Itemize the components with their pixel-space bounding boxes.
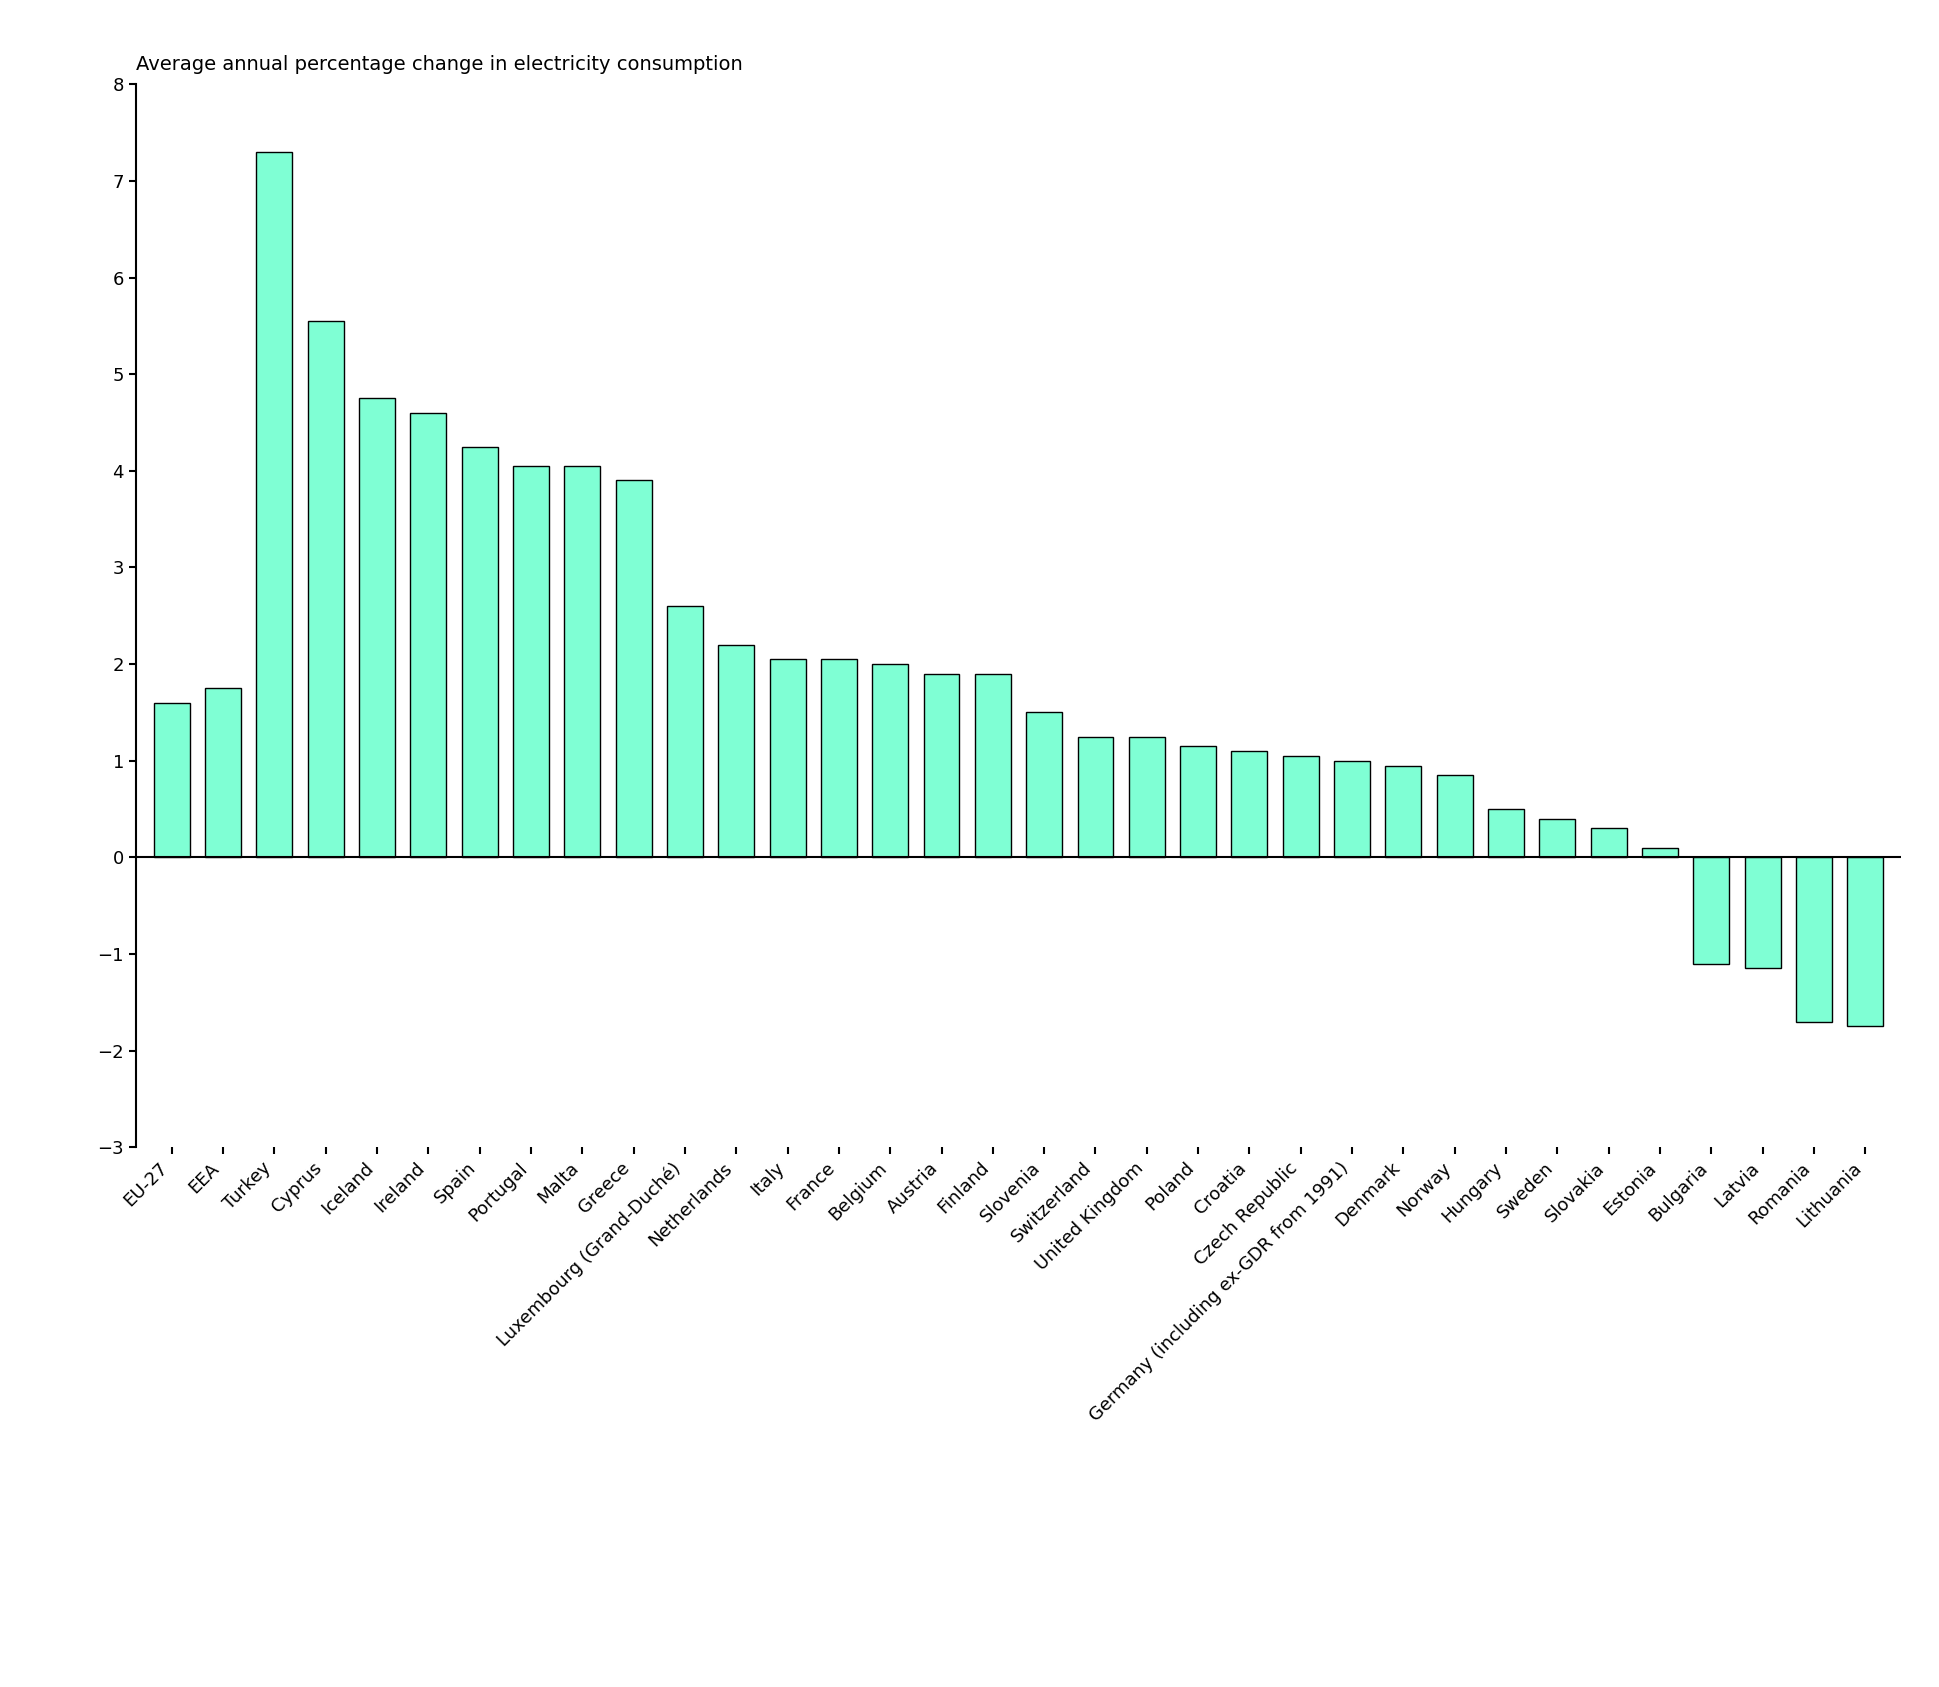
Bar — [923, 673, 960, 857]
Bar — [512, 466, 549, 857]
Bar — [1179, 746, 1216, 857]
Bar — [1590, 828, 1625, 857]
Bar — [820, 660, 857, 857]
Bar — [153, 703, 190, 857]
Bar — [1282, 756, 1319, 857]
Bar — [770, 660, 805, 857]
Bar — [1693, 857, 1728, 963]
Bar — [461, 447, 496, 857]
Bar — [1076, 737, 1113, 857]
Bar — [1487, 810, 1524, 857]
Bar — [411, 413, 446, 857]
Bar — [975, 673, 1010, 857]
Bar — [1640, 847, 1677, 857]
Bar — [1796, 857, 1830, 1022]
Bar — [206, 688, 240, 857]
Bar — [1540, 818, 1574, 857]
Bar — [1128, 737, 1163, 857]
Bar — [1846, 857, 1883, 1026]
Bar — [717, 644, 754, 857]
Bar — [308, 321, 343, 857]
Bar — [615, 481, 652, 857]
Bar — [1231, 751, 1266, 857]
Bar — [873, 665, 907, 857]
Bar — [1743, 857, 1780, 968]
Bar — [564, 466, 599, 857]
Bar — [1334, 761, 1369, 857]
Bar — [667, 606, 702, 857]
Bar — [1384, 766, 1421, 857]
Bar — [359, 398, 396, 857]
Text: Average annual percentage change in electricity consumption: Average annual percentage change in elec… — [136, 56, 743, 74]
Bar — [1437, 776, 1472, 857]
Bar — [256, 152, 293, 857]
Bar — [1026, 712, 1061, 857]
